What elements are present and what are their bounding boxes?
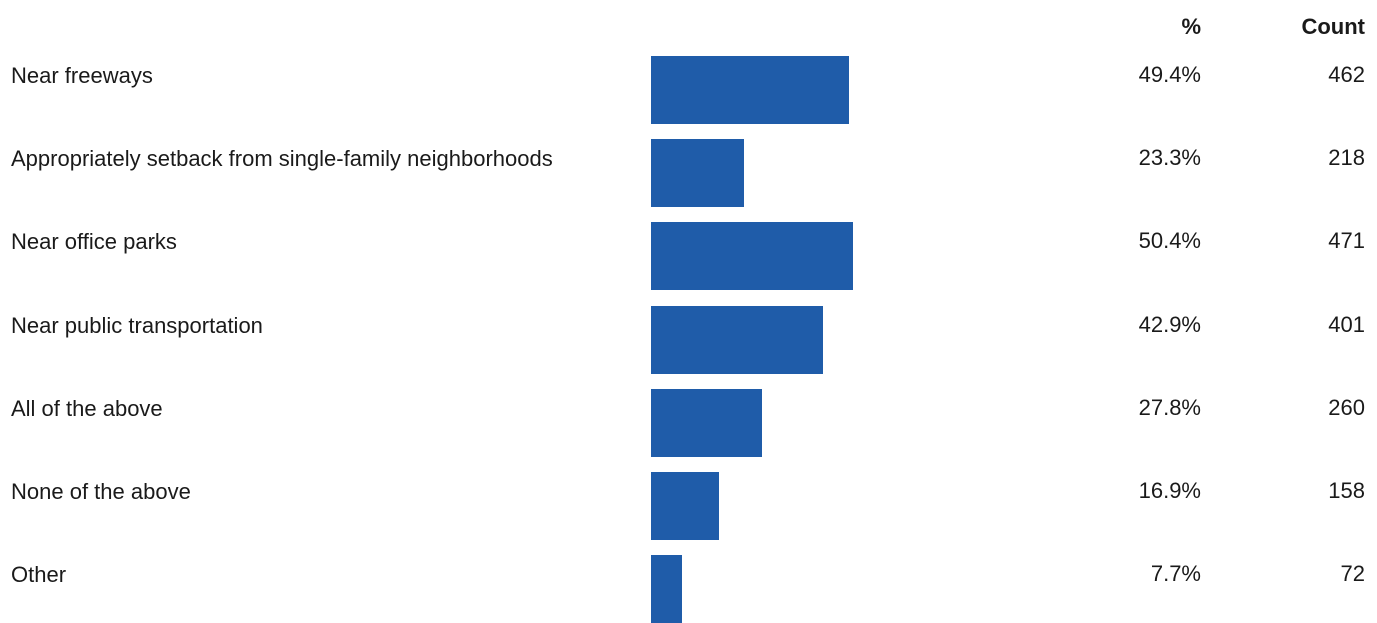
percent-label: 42.9% <box>1138 311 1201 337</box>
bar <box>651 555 682 623</box>
row-label: Appropriately setback from single-family… <box>11 146 553 172</box>
bar <box>651 56 850 124</box>
percent-label: 50.4% <box>1138 228 1201 254</box>
row-label: Near office parks <box>11 229 177 255</box>
percent-label: 27.8% <box>1138 394 1201 420</box>
bar <box>651 222 854 291</box>
percent-label: 7.7% <box>1150 561 1201 587</box>
bar <box>651 472 719 540</box>
bar <box>651 139 745 208</box>
bar <box>651 305 824 374</box>
row-label: All of the above <box>11 395 163 421</box>
bar <box>651 388 763 457</box>
percent-label: 23.3% <box>1138 145 1201 171</box>
row-label: Other <box>11 562 67 588</box>
row-label: Near freeways <box>11 63 153 88</box>
row-label: Near public transportation <box>11 312 263 338</box>
row-label: None of the above <box>11 479 191 504</box>
count-label: 401 <box>1328 311 1365 337</box>
count-label: 72 <box>1340 561 1365 587</box>
column-header: Count <box>1301 14 1365 39</box>
count-label: 260 <box>1328 394 1365 420</box>
count-label: 462 <box>1328 62 1365 87</box>
percent-label: 49.4% <box>1138 62 1201 87</box>
percent-label: 16.9% <box>1138 478 1201 503</box>
count-label: 471 <box>1328 228 1365 254</box>
column-header: % <box>1181 14 1201 39</box>
count-label: 218 <box>1328 145 1365 171</box>
count-label: 158 <box>1328 478 1365 503</box>
